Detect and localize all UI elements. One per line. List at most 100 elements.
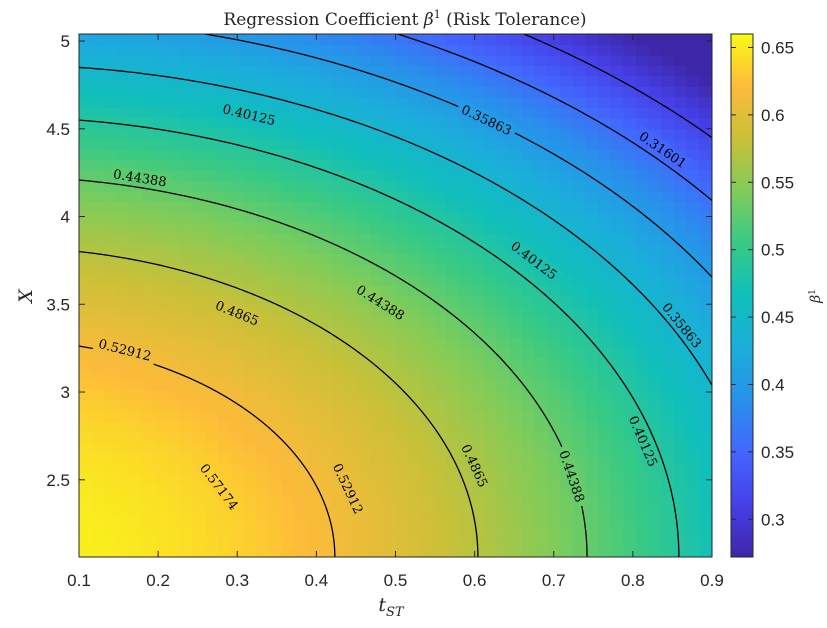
- heatmap-cell: [433, 525, 447, 537]
- heatmap-cell: [547, 159, 561, 171]
- heatmap-cell: [218, 536, 232, 548]
- heatmap-cell: [522, 65, 536, 77]
- heatmap-cell: [167, 379, 181, 391]
- heatmap-cell: [420, 86, 435, 98]
- heatmap-cell: [623, 316, 637, 328]
- heatmap-cell: [370, 347, 384, 359]
- heatmap-cell: [180, 316, 194, 328]
- heatmap-cell: [154, 34, 169, 46]
- heatmap-cell: [218, 410, 232, 422]
- heatmap-cell: [648, 431, 662, 443]
- heatmap-cell: [243, 253, 257, 265]
- heatmap-cell: [104, 180, 118, 192]
- heatmap-cell: [585, 536, 599, 548]
- heatmap-cell: [686, 515, 700, 527]
- heatmap-cell: [572, 410, 586, 422]
- heatmap-cell: [572, 421, 586, 433]
- heatmap-cell: [433, 222, 447, 234]
- heatmap-cell: [408, 149, 422, 161]
- heatmap-cell: [433, 243, 447, 255]
- heatmap-cell: [306, 295, 321, 307]
- heatmap-cell: [484, 149, 498, 161]
- heatmap-cell: [218, 358, 232, 370]
- heatmap-cell: [332, 389, 346, 401]
- heatmap-cell: [458, 201, 473, 213]
- heatmap-cell: [674, 128, 688, 140]
- heatmap-cell: [104, 473, 118, 485]
- heatmap-cell: [648, 379, 662, 391]
- heatmap-cell: [243, 264, 257, 276]
- heatmap-cell: [572, 326, 586, 338]
- heatmap-cell: [484, 190, 498, 202]
- heatmap-cell: [192, 138, 207, 150]
- heatmap-cell: [306, 421, 321, 433]
- heatmap-cell: [572, 546, 586, 557]
- heatmap-cell: [623, 86, 637, 98]
- heatmap-cell: [218, 243, 232, 255]
- heatmap-cell: [674, 400, 688, 412]
- heatmap-cell: [598, 138, 612, 150]
- heatmap-cell: [446, 389, 460, 401]
- heatmap-cell: [281, 421, 295, 433]
- heatmap-cell: [458, 232, 473, 244]
- heatmap-cell: [344, 546, 359, 557]
- heatmap-cell: [560, 389, 574, 401]
- heatmap-cell: [344, 86, 359, 98]
- heatmap-cell: [357, 75, 371, 87]
- heatmap-cell: [306, 44, 321, 56]
- heatmap-cell: [395, 190, 409, 202]
- heatmap-cell: [674, 65, 688, 77]
- heatmap-cell: [167, 536, 181, 548]
- heatmap-cell: [484, 75, 498, 87]
- heatmap-cell: [547, 295, 561, 307]
- heatmap-cell: [116, 159, 131, 171]
- heatmap-cell: [446, 358, 460, 370]
- heatmap-cell: [357, 431, 371, 443]
- heatmap-cell: [420, 180, 435, 192]
- heatmap-cell: [243, 400, 257, 412]
- heatmap-cell: [142, 190, 156, 202]
- heatmap-cell: [142, 389, 156, 401]
- heatmap-cell: [471, 305, 485, 318]
- heatmap-cell: [636, 253, 650, 265]
- heatmap-cell: [598, 400, 612, 412]
- heatmap-cell: [534, 410, 549, 422]
- heatmap-cell: [370, 515, 384, 527]
- heatmap-cell: [572, 400, 586, 412]
- heatmap-cell: [408, 243, 422, 255]
- heatmap-cell: [332, 34, 346, 46]
- heatmap-cell: [370, 441, 384, 453]
- heatmap-cell: [623, 452, 637, 464]
- heatmap-cell: [484, 400, 498, 412]
- heatmap-cell: [104, 159, 118, 171]
- x-tick-label: 0.4: [305, 571, 329, 590]
- heatmap-cell: [458, 536, 473, 548]
- heatmap-cell: [560, 410, 574, 422]
- heatmap-cell: [243, 483, 257, 495]
- heatmap-cell: [180, 337, 194, 349]
- heatmap-cell: [623, 546, 637, 557]
- heatmap-cell: [281, 190, 295, 202]
- heatmap-cell: [446, 54, 460, 66]
- heatmap-cell: [344, 326, 359, 338]
- heatmap-cell: [560, 536, 574, 548]
- heatmap-cell: [572, 86, 586, 98]
- heatmap-cell: [129, 65, 143, 77]
- heatmap-cell: [230, 232, 245, 244]
- chart-title-beta: β: [423, 10, 434, 30]
- heatmap-cell: [623, 180, 637, 192]
- heatmap-cell: [484, 34, 498, 46]
- heatmap-cell: [370, 546, 384, 557]
- heatmap-cell: [294, 285, 308, 297]
- heatmap-cell: [686, 305, 700, 318]
- heatmap-cell: [104, 128, 118, 140]
- heatmap-cell: [104, 201, 118, 213]
- heatmap-cell: [192, 75, 207, 87]
- heatmap-cell: [496, 253, 511, 265]
- heatmap-cell: [192, 232, 207, 244]
- heatmap-cell: [205, 337, 219, 349]
- heatmap-cell: [230, 264, 245, 276]
- heatmap-cell: [180, 494, 194, 506]
- heatmap-cell: [484, 368, 498, 380]
- heatmap-cell: [294, 410, 308, 422]
